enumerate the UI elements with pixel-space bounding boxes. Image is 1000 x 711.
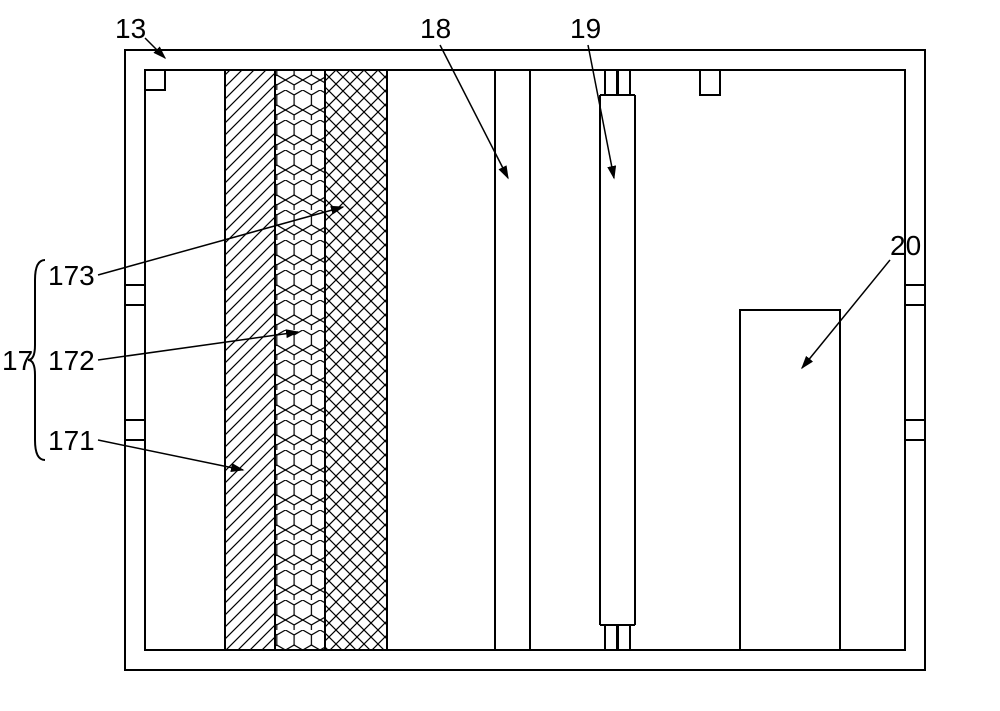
panel-19-tab-bottom-right <box>618 625 630 650</box>
layer-171 <box>225 70 275 650</box>
label-13-text: 13 <box>115 13 146 44</box>
label-13-arrow <box>145 38 165 58</box>
label-20-text: 20 <box>890 230 921 261</box>
panel-19-tab-top-right <box>618 70 630 95</box>
label-17-bracket <box>28 260 45 460</box>
label-18-arrow <box>440 45 508 178</box>
corner-rect-top-left <box>145 70 165 90</box>
label-171-text: 171 <box>48 425 95 456</box>
label-173-text: 173 <box>48 260 95 291</box>
technical-diagram: 13 18 19 20 173 172 171 17 <box>0 0 1000 711</box>
label-172-text: 172 <box>48 345 95 376</box>
label-18-text: 18 <box>420 13 451 44</box>
tab-top-right <box>700 70 720 95</box>
panel-19-tab-top-left <box>605 70 617 95</box>
panel-19-tab-bottom-left <box>605 625 617 650</box>
layer-173 <box>325 70 387 650</box>
label-20-arrow <box>802 260 890 368</box>
layer-172 <box>275 70 325 650</box>
label-171-arrow <box>98 440 243 470</box>
diagram-container: 13 18 19 20 173 172 171 17 <box>0 0 1000 711</box>
label-19-text: 19 <box>570 13 601 44</box>
element-20 <box>740 310 840 650</box>
